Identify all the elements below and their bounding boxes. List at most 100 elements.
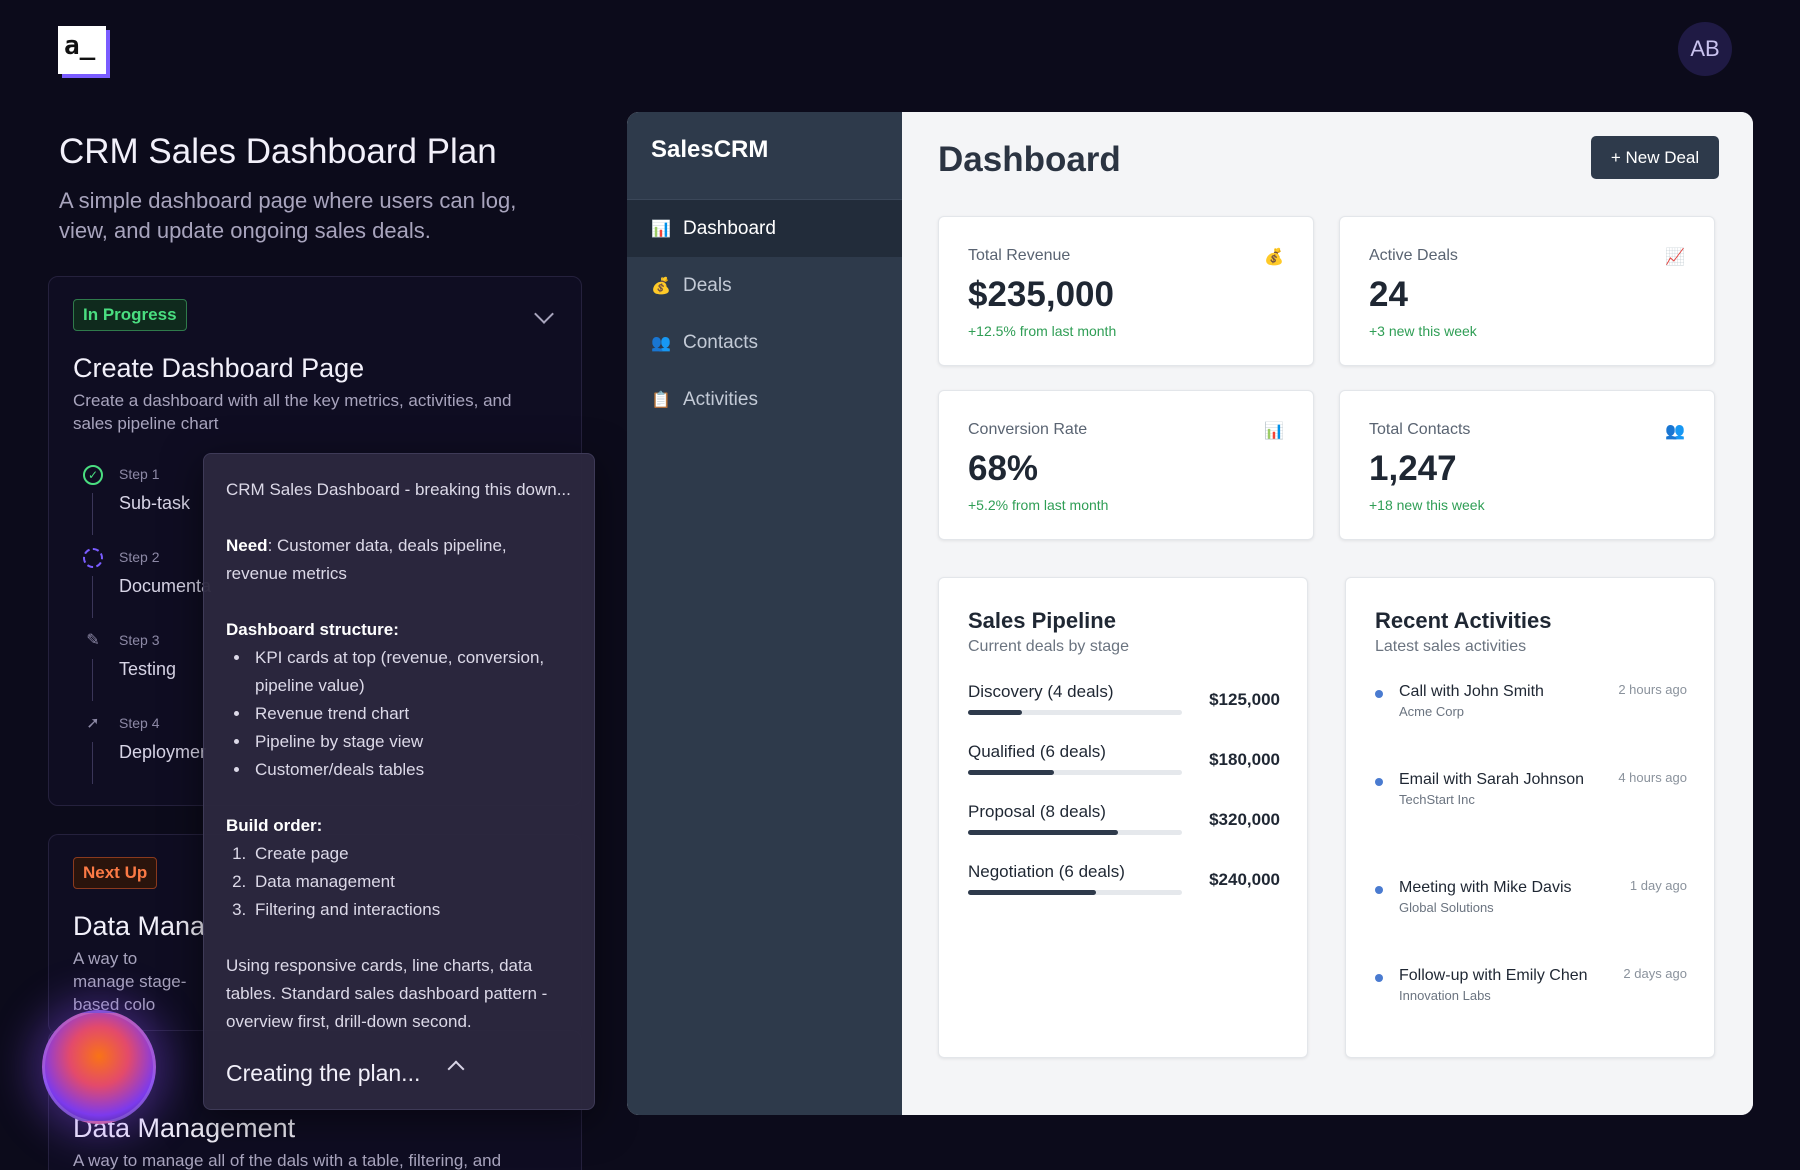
task-title: Create Dashboard Page bbox=[73, 353, 365, 383]
step-connector bbox=[92, 493, 93, 535]
sidebar-item-label: Deals bbox=[683, 274, 732, 296]
sidebar-item-label: Activities bbox=[683, 388, 758, 410]
activity-item[interactable]: Follow-up with Emily Chen Innovation Lab… bbox=[1375, 966, 1687, 1003]
plan-subtitle: A simple dashboard page where users can … bbox=[59, 188, 517, 243]
kpi-card-active-deals[interactable]: Active Deals 📈 24 +3 new this week bbox=[1339, 216, 1715, 366]
step-connector bbox=[92, 659, 93, 701]
sidebar-item-activities[interactable]: 📋 Activities bbox=[627, 371, 902, 428]
list-item: Customer/deals tables bbox=[251, 756, 572, 784]
list-item: Pipeline by stage view bbox=[251, 728, 572, 756]
plan-title: CRM Sales Dashboard Plan bbox=[59, 132, 497, 171]
kpi-label: Conversion Rate bbox=[968, 421, 1088, 438]
activity-item[interactable]: Call with John Smith Acme Corp 2 hours a… bbox=[1375, 682, 1687, 719]
user-avatar[interactable]: AB bbox=[1678, 22, 1732, 76]
kpi-value: $235,000 bbox=[968, 275, 1114, 314]
task-description: A way to manage all of the dals with a t… bbox=[73, 1151, 502, 1170]
step-name: Testing bbox=[119, 659, 177, 679]
money-bag-icon: 💰 bbox=[1264, 249, 1284, 266]
list-item: Create page bbox=[251, 840, 572, 868]
activity-company: Global Solutions bbox=[1399, 900, 1494, 915]
list-item: Revenue trend chart bbox=[251, 700, 572, 728]
sidebar-item-contacts[interactable]: 👥 Contacts bbox=[627, 314, 902, 371]
activity-title: Email with Sarah Johnson bbox=[1399, 771, 1584, 788]
check-circle-icon: ✓ bbox=[83, 465, 103, 485]
activity-title: Meeting with Mike Davis bbox=[1399, 879, 1572, 896]
panel-subtitle: Latest sales activities bbox=[1375, 638, 1527, 655]
stage-progress-track bbox=[968, 710, 1182, 715]
crm-sidebar: SalesCRM 📊 Dashboard 💰 Deals 👥 Contacts … bbox=[627, 112, 902, 1115]
users-icon: 👥 bbox=[1665, 423, 1685, 440]
assistant-orb-icon[interactable] bbox=[42, 1010, 156, 1124]
step-label: Step 3 bbox=[119, 632, 160, 648]
activity-time: 2 days ago bbox=[1623, 966, 1687, 981]
kpi-change: +18 new this week bbox=[1369, 497, 1485, 513]
structure-heading: Dashboard structure: bbox=[226, 620, 399, 639]
kpi-card-conversion-rate[interactable]: Conversion Rate 📊 68% +5.2% from last mo… bbox=[938, 390, 1314, 540]
stage-progress-track bbox=[968, 890, 1182, 895]
panel-title: Sales Pipeline bbox=[968, 608, 1116, 633]
stage-value: $240,000 bbox=[1209, 870, 1280, 889]
pencil-icon: ✎ bbox=[86, 632, 100, 649]
crm-app-preview: SalesCRM 📊 Dashboard 💰 Deals 👥 Contacts … bbox=[627, 112, 1753, 1115]
step-name: Deploymer bbox=[119, 742, 207, 762]
activity-item[interactable]: Email with Sarah Johnson TechStart Inc 4… bbox=[1375, 770, 1687, 807]
app-logo[interactable]: a_ bbox=[58, 26, 106, 74]
stage-value: $320,000 bbox=[1209, 810, 1280, 829]
structure-list: KPI cards at top (revenue, conversion, p… bbox=[251, 644, 572, 784]
sidebar-item-deals[interactable]: 💰 Deals bbox=[627, 257, 902, 314]
activity-dot-icon bbox=[1375, 690, 1383, 698]
kpi-value: 24 bbox=[1369, 275, 1408, 314]
stage-progress-fill bbox=[968, 830, 1118, 835]
sidebar-item-dashboard[interactable]: 📊 Dashboard bbox=[627, 200, 902, 257]
users-icon: 👥 bbox=[651, 334, 671, 352]
task-title: Data Mana bbox=[73, 911, 206, 941]
stage-value: $180,000 bbox=[1209, 750, 1280, 769]
sales-pipeline-panel: Sales Pipeline Current deals by stage Di… bbox=[938, 577, 1308, 1058]
thinking-popover: CRM Sales Dashboard - breaking this down… bbox=[203, 453, 595, 1110]
stage-progress-fill bbox=[968, 890, 1097, 895]
build-order-heading: Build order: bbox=[226, 816, 323, 835]
bar-chart-icon: 📊 bbox=[1264, 423, 1284, 440]
stage-name: Proposal (8 deals) bbox=[968, 802, 1106, 821]
step-name: Sub-task bbox=[119, 493, 191, 513]
plan-status[interactable]: Creating the plan... bbox=[226, 1060, 421, 1086]
kpi-value: 68% bbox=[968, 449, 1039, 488]
pipeline-stage[interactable]: Qualified (6 deals) $180,000 bbox=[968, 742, 1280, 775]
loading-circle-icon bbox=[83, 548, 103, 568]
kpi-card-total-contacts[interactable]: Total Contacts 👥 1,247 +18 new this week bbox=[1339, 390, 1715, 540]
list-item: Data management bbox=[251, 868, 572, 896]
rocket-icon: ➚ bbox=[86, 715, 100, 732]
activity-dot-icon bbox=[1375, 778, 1383, 786]
kpi-change: +3 new this week bbox=[1369, 323, 1477, 339]
pipeline-stage[interactable]: Discovery (4 deals) $125,000 bbox=[968, 682, 1280, 715]
step-label: Step 4 bbox=[119, 715, 160, 731]
stage-name: Discovery (4 deals) bbox=[968, 682, 1114, 701]
stage-progress-fill bbox=[968, 710, 1022, 715]
list-item: KPI cards at top (revenue, conversion, p… bbox=[251, 644, 572, 700]
crm-brand: SalesCRM bbox=[627, 112, 902, 200]
stage-progress-fill bbox=[968, 770, 1054, 775]
panel-title: Recent Activities bbox=[1375, 608, 1552, 633]
kpi-label: Total Revenue bbox=[968, 247, 1071, 264]
stage-value: $125,000 bbox=[1209, 690, 1280, 709]
build-order-list: Create page Data management Filtering an… bbox=[251, 840, 572, 924]
pipeline-stage[interactable]: Proposal (8 deals) $320,000 bbox=[968, 802, 1280, 835]
step-label: Step 1 bbox=[119, 466, 160, 482]
activity-company: Acme Corp bbox=[1399, 704, 1465, 719]
kpi-card-total-revenue[interactable]: Total Revenue 💰 $235,000 +12.5% from las… bbox=[938, 216, 1314, 366]
bar-chart-icon: 📊 bbox=[651, 220, 671, 238]
step-label: Step 2 bbox=[119, 549, 160, 565]
kpi-change: +12.5% from last month bbox=[968, 323, 1117, 339]
task-description: Create a dashboard with all the key metr… bbox=[73, 391, 512, 433]
stage-name: Negotiation (6 deals) bbox=[968, 862, 1125, 881]
thinking-closing: Using responsive cards, line charts, dat… bbox=[226, 956, 548, 1031]
activity-item[interactable]: Meeting with Mike Davis Global Solutions… bbox=[1375, 878, 1687, 915]
chevron-up-icon[interactable] bbox=[447, 1060, 465, 1078]
status-badge-next-up: Next Up bbox=[73, 857, 158, 889]
chevron-down-icon[interactable] bbox=[534, 304, 554, 324]
step-connector bbox=[92, 576, 93, 618]
new-deal-button[interactable]: + New Deal bbox=[1591, 136, 1719, 179]
pipeline-stage[interactable]: Negotiation (6 deals) $240,000 bbox=[968, 862, 1280, 895]
activity-title: Call with John Smith bbox=[1399, 683, 1544, 700]
kpi-label: Total Contacts bbox=[1369, 421, 1471, 438]
